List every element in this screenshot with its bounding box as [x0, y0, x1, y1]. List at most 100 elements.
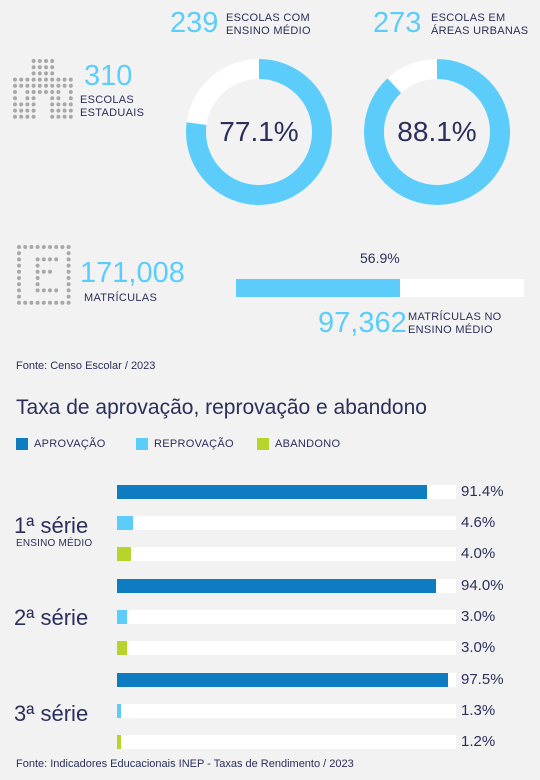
- icon-dot: [48, 269, 52, 274]
- icon-dot: [23, 300, 28, 305]
- bar-label-abandono-2: 3.0%: [461, 639, 496, 656]
- icon-dot: [66, 251, 71, 256]
- icon-dot: [37, 65, 42, 70]
- icon-dot: [17, 251, 21, 256]
- icon-dot: [68, 77, 73, 82]
- icon-dot: [19, 108, 24, 113]
- bar-track-reprovacao-1: [117, 516, 456, 530]
- high-school-percent: 77.1%: [219, 116, 299, 147]
- icon-dot: [44, 90, 48, 94]
- bar-label-abandono-3: 1.2%: [461, 733, 496, 750]
- inep-source: Fonte: Indicadores Educacionais INEP - T…: [16, 758, 354, 770]
- icon-dot: [35, 269, 40, 274]
- icon-dot: [13, 102, 17, 107]
- legend-item-abandono: ABANDONO: [257, 438, 340, 450]
- schools-label-line1: ESCOLAS: [80, 94, 135, 106]
- icon-dot: [17, 300, 21, 305]
- legend-swatch-reprovacao: [136, 438, 148, 450]
- grade-sub-label-1: ENSINO MÉDIO: [16, 538, 93, 549]
- urban-percent: 88.1%: [397, 116, 477, 147]
- bar-reprovacao-1: [117, 516, 133, 530]
- icon-dot: [50, 96, 55, 101]
- grade-label-1: 1ª série: [14, 513, 89, 538]
- high-school-schools-count: 239: [170, 7, 219, 39]
- legend-item-reprovacao: REPROVAÇÃO: [136, 438, 257, 450]
- icon-dot: [56, 96, 61, 101]
- bar-label-reprovacao-3: 1.3%: [461, 702, 496, 719]
- icon-dot: [56, 114, 61, 119]
- icon-dot: [31, 83, 36, 88]
- bar-track-abandono-1: [117, 547, 456, 561]
- icon-dot: [25, 90, 30, 94]
- hs-enrollment-percent: 56.9%: [360, 250, 400, 266]
- bar-abandono-3: [117, 735, 122, 749]
- icon-dot: [19, 114, 24, 119]
- icon-dot: [37, 83, 42, 88]
- icon-dot: [44, 59, 48, 63]
- schools-label-line2: ESTADUAIS: [80, 106, 145, 119]
- high-school-label-line1: ESCOLAS COM: [226, 12, 310, 24]
- legend-swatch-abandono: [257, 438, 269, 450]
- icon-dot: [41, 257, 46, 262]
- bar-label-reprovacao-1: 4.6%: [461, 514, 496, 531]
- icon-dot: [19, 102, 24, 107]
- icon-dot: [31, 96, 36, 101]
- icon-dot: [56, 108, 61, 113]
- hs-enrollments-count: 97,362: [318, 307, 407, 339]
- icon-dot: [68, 90, 73, 94]
- bar-track-abandono-2: [117, 641, 456, 655]
- high-school-label-line2: ENSINO MÉDIO: [226, 24, 311, 37]
- icon-dot: [50, 90, 55, 94]
- legend-label-reprovacao: REPROVAÇÃO: [154, 438, 234, 450]
- high-school-donut: [186, 59, 332, 205]
- icon-dot: [29, 245, 34, 249]
- icon-dot: [31, 71, 36, 76]
- hs-enrollment-bar: [236, 279, 524, 297]
- icon-dot: [62, 108, 67, 113]
- icon-dot: [50, 65, 55, 70]
- high-school-schools-label: ESCOLAS COM ENSINO MÉDIO: [226, 12, 311, 37]
- bar-label-aprovacao-1: 91.4%: [461, 483, 504, 500]
- icon-dot: [25, 96, 30, 101]
- schools-count: 310: [84, 60, 133, 92]
- icon-dot: [60, 300, 65, 305]
- icon-dot: [48, 257, 52, 262]
- icon-dot: [17, 288, 21, 293]
- icon-dot: [56, 77, 61, 82]
- icon-dot: [17, 245, 21, 249]
- bar-track-aprovacao-1: [117, 485, 456, 499]
- icon-dot: [35, 263, 40, 268]
- urban-label-line1: ESCOLAS EM: [431, 12, 506, 24]
- icon-dot: [56, 102, 61, 107]
- icon-dot: [41, 300, 46, 305]
- bar-abandono-2: [117, 641, 128, 655]
- bar-label-abandono-1: 4.0%: [461, 545, 496, 562]
- icon-dot: [54, 288, 59, 293]
- icon-dot: [62, 114, 67, 119]
- bar-label-aprovacao-3: 97.5%: [461, 671, 504, 688]
- icon-dot: [44, 71, 48, 76]
- icon-dot: [41, 245, 46, 249]
- icon-dot: [19, 83, 24, 88]
- icon-dot: [66, 282, 71, 287]
- hs-enrollments-label-line2: ENSINO MÉDIO: [408, 323, 493, 336]
- icon-dot: [37, 59, 42, 63]
- icon-dot: [35, 300, 40, 305]
- icon-dot: [31, 114, 36, 119]
- icon-dot: [44, 77, 48, 82]
- icon-dot: [25, 102, 30, 107]
- icon-dot: [62, 77, 67, 82]
- icon-dot: [31, 65, 36, 70]
- icon-dot: [54, 300, 59, 305]
- icon-dot: [35, 288, 40, 293]
- census-source: Fonte: Censo Escolar / 2023: [16, 360, 156, 372]
- bar-aprovacao-2: [117, 579, 436, 593]
- schools-label: ESCOLAS ESTADUAIS: [80, 94, 144, 119]
- icon-dot: [44, 83, 48, 88]
- icon-dot: [35, 282, 40, 287]
- icon-dot: [17, 263, 21, 268]
- icon-dot: [62, 83, 67, 88]
- icon-dot: [13, 83, 17, 88]
- bar-track-reprovacao-3: [117, 704, 456, 718]
- icon-dot: [44, 65, 48, 70]
